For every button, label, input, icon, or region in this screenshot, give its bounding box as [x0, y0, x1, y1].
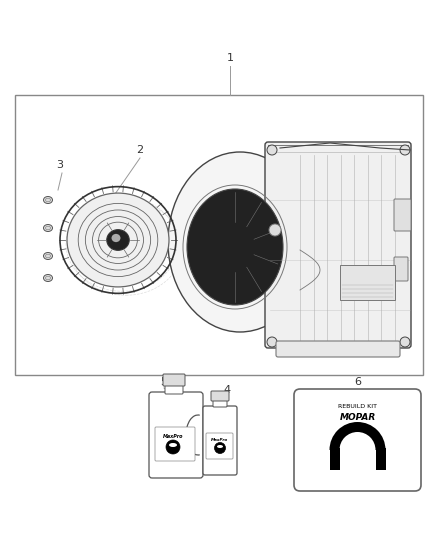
- Text: 1: 1: [226, 53, 233, 63]
- FancyBboxPatch shape: [213, 397, 227, 407]
- Text: 6: 6: [354, 377, 361, 387]
- FancyBboxPatch shape: [206, 433, 233, 459]
- FancyBboxPatch shape: [211, 391, 229, 401]
- FancyBboxPatch shape: [163, 374, 185, 386]
- Circle shape: [400, 145, 410, 155]
- FancyBboxPatch shape: [265, 142, 411, 348]
- Wedge shape: [329, 422, 385, 450]
- Ellipse shape: [43, 224, 53, 231]
- Text: 5: 5: [160, 377, 167, 387]
- Ellipse shape: [107, 230, 129, 251]
- Ellipse shape: [217, 445, 223, 448]
- Bar: [15, 95, 423, 375]
- Ellipse shape: [43, 197, 53, 204]
- Ellipse shape: [43, 274, 53, 281]
- Ellipse shape: [168, 152, 312, 332]
- Ellipse shape: [67, 193, 169, 287]
- FancyBboxPatch shape: [149, 392, 203, 478]
- Circle shape: [166, 440, 180, 454]
- Ellipse shape: [169, 443, 177, 447]
- Circle shape: [267, 337, 277, 347]
- Bar: [329, 448, 339, 470]
- Circle shape: [215, 442, 226, 454]
- Text: 3: 3: [57, 160, 64, 170]
- FancyBboxPatch shape: [394, 199, 411, 231]
- Text: 4: 4: [223, 385, 230, 395]
- FancyBboxPatch shape: [203, 406, 237, 475]
- Text: MOPAR: MOPAR: [339, 413, 376, 422]
- Text: 2: 2: [137, 145, 144, 155]
- FancyBboxPatch shape: [276, 341, 400, 357]
- FancyBboxPatch shape: [155, 427, 195, 461]
- Text: MaxPro: MaxPro: [212, 438, 229, 442]
- Text: MaxPro: MaxPro: [163, 434, 183, 440]
- Ellipse shape: [187, 189, 283, 305]
- Ellipse shape: [269, 224, 281, 236]
- FancyBboxPatch shape: [394, 257, 408, 281]
- Ellipse shape: [112, 234, 120, 242]
- Text: REBUILD KIT: REBUILD KIT: [338, 405, 377, 409]
- FancyBboxPatch shape: [165, 382, 183, 394]
- Circle shape: [400, 337, 410, 347]
- FancyBboxPatch shape: [294, 389, 421, 491]
- FancyBboxPatch shape: [340, 265, 395, 300]
- Circle shape: [267, 145, 277, 155]
- Bar: [375, 448, 385, 470]
- Ellipse shape: [43, 253, 53, 260]
